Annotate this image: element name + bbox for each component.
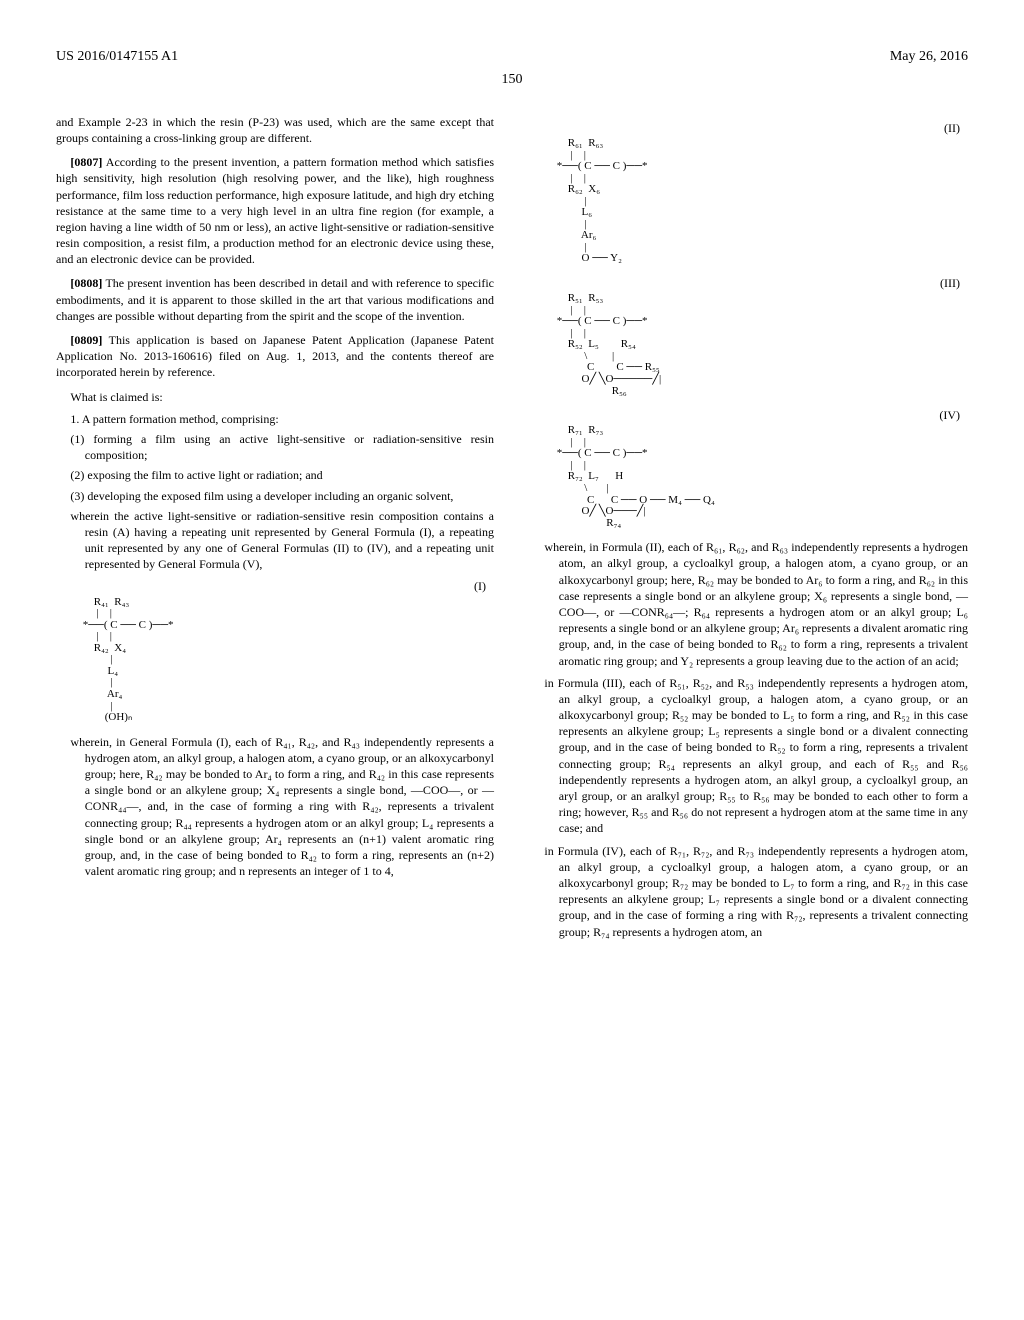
wherein-formula-I: wherein, in General Formula (I), each of…: [56, 734, 494, 880]
formula-label-IV: (IV): [530, 407, 968, 423]
right-column: (II) R₆₁ R₆₃ | | *──( C ── C )──* | | R₆…: [530, 114, 968, 946]
two-column-body: and Example 2-23 in which the resin (P-2…: [56, 114, 968, 946]
para-num: [0808]: [70, 276, 102, 290]
left-column: and Example 2-23 in which the resin (P-2…: [56, 114, 494, 946]
para-text: The present invention has been described…: [56, 276, 494, 322]
claim-step-1: (1) forming a film using an active light…: [56, 431, 494, 463]
page-number: 150: [56, 71, 968, 90]
para-num: [0809]: [70, 333, 102, 347]
formula-II: R₆₁ R₆₃ | | *──( C ── C )──* | | R₆₂ X₆ …: [554, 138, 968, 265]
formula-label-I: (I): [56, 578, 494, 594]
formula-label-II: (II): [530, 120, 968, 136]
para-text: According to the present invention, a pa…: [56, 155, 494, 266]
claim-step-2: (2) exposing the film to active light or…: [56, 467, 494, 483]
formula-III: R₅₁ R₅₃ | | *──( C ── C )──* | | R₅₂ L₅ …: [554, 293, 968, 397]
wherein-formula-II: wherein, in Formula (II), each of R₆₁, R…: [530, 539, 968, 669]
para-0807: [0807] According to the present inventio…: [56, 154, 494, 267]
para-0808: [0808] The present invention has been de…: [56, 275, 494, 324]
formula-label-III: (III): [530, 275, 968, 291]
para-text: This application is based on Japanese Pa…: [56, 333, 494, 379]
para-0809: [0809] This application is based on Japa…: [56, 332, 494, 381]
wherein-formula-IV: in Formula (IV), each of R₇₁, R₇₂, and R…: [530, 843, 968, 940]
para-num: [0807]: [70, 155, 102, 169]
formula-IV: R₇₁ R₇₃ | | *──( C ── C )──* | | R₇₂ L₇ …: [554, 425, 968, 529]
wherein-formula-III: in Formula (III), each of R₅₁, R₅₂, and …: [530, 675, 968, 837]
para-continuation: and Example 2-23 in which the resin (P-2…: [56, 114, 494, 146]
page-header: US 2016/0147155 A1 May 26, 2016: [56, 48, 968, 67]
claim-wherein: wherein the active light-sensitive or ra…: [56, 508, 494, 573]
doc-date: May 26, 2016: [890, 48, 968, 67]
formula-I: R₄₁ R₄₃ | | *──( C ── C )──* | | R₄₂ X₄ …: [80, 597, 494, 724]
doc-number: US 2016/0147155 A1: [56, 48, 178, 67]
claims-intro: What is claimed is:: [56, 389, 494, 405]
claim-step-3: (3) developing the exposed film using a …: [56, 488, 494, 504]
claim-1: 1. A pattern formation method, comprisin…: [56, 411, 494, 427]
